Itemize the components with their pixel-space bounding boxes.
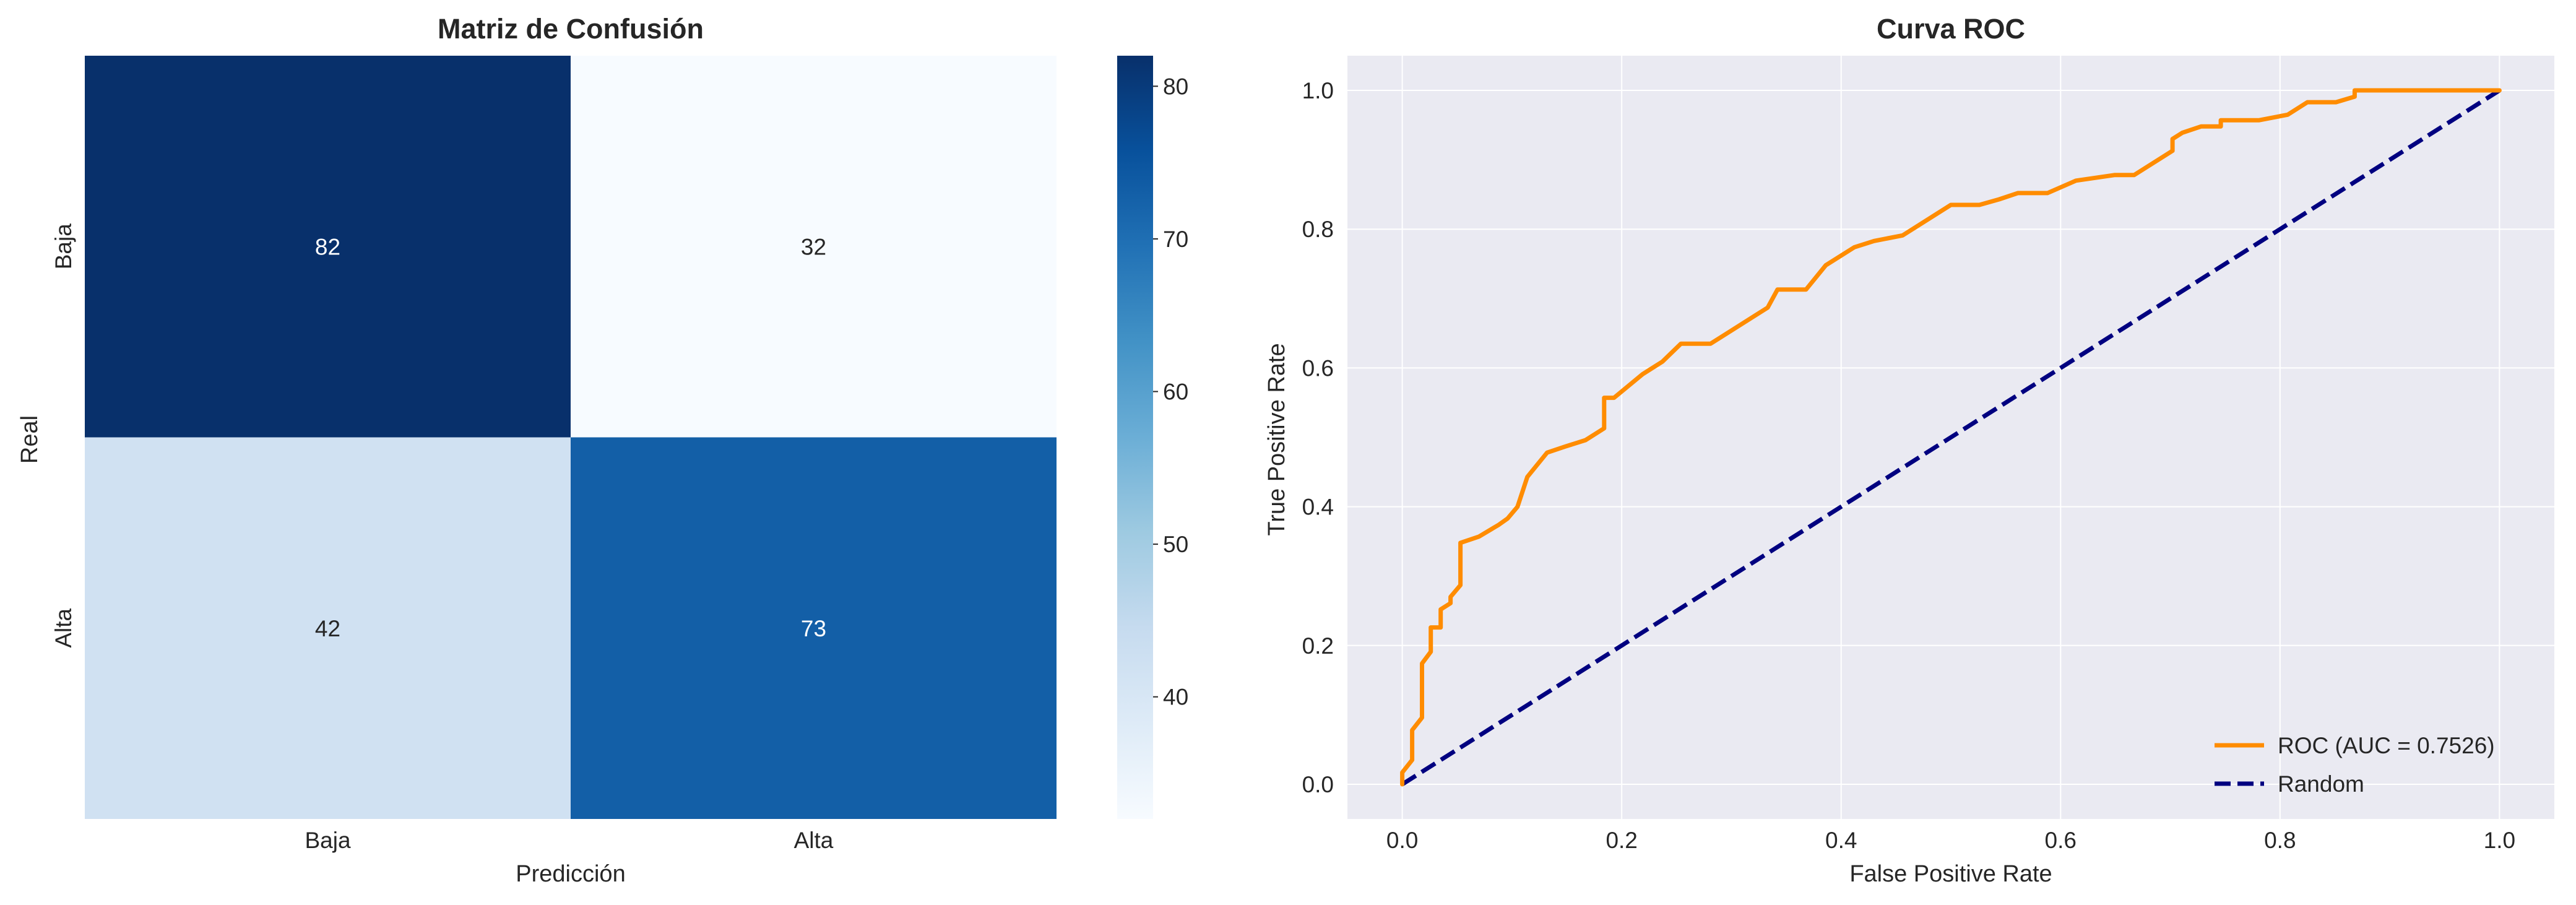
legend-label: Random bbox=[2278, 771, 2364, 797]
cm-cell-value: 82 bbox=[315, 234, 340, 259]
roc-legend: ROC (AUC = 0.7526) Random bbox=[2215, 733, 2495, 797]
colorbar-tick-label: 40 bbox=[1163, 685, 1188, 710]
roc-lines bbox=[1400, 88, 2502, 787]
cm-x-tick-label: Baja bbox=[305, 828, 350, 853]
roc-grid bbox=[1347, 56, 2554, 819]
confusion-matrix-panel: Matriz de Confusión 82 32 42 73 Baja Alta Ba… bbox=[17, 13, 1057, 887]
cm-cell bbox=[85, 437, 571, 819]
cm-y-tick-label: Baja bbox=[51, 223, 76, 269]
colorbar-tick-label: 70 bbox=[1163, 227, 1188, 252]
cm-cell-value: 73 bbox=[801, 616, 826, 641]
cm-cell bbox=[85, 56, 571, 438]
colorbar-tick-labels: 40 50 60 70 80 bbox=[1153, 74, 1188, 710]
roc-y-tick-label: 0.8 bbox=[1302, 217, 1334, 242]
roc-panel: Curva ROC 0.0 0.2 0.4 0.6 0.8 1.0 0.00.20.40.… bbox=[1264, 13, 2554, 887]
cm-x-axis-label: Predicción bbox=[516, 861, 625, 887]
roc-title: Curva ROC bbox=[1877, 13, 2025, 45]
colorbar-gradient bbox=[1117, 56, 1153, 819]
roc-x-tick-label: 1.0 bbox=[2484, 828, 2515, 853]
roc-x-tick-label: 0.8 bbox=[2264, 828, 2296, 853]
roc-x-tick-label: 0.6 bbox=[2045, 828, 2077, 853]
cm-cell bbox=[571, 437, 1057, 819]
random-baseline-line bbox=[1401, 89, 2501, 786]
roc-y-axis-label: True Positive Rate bbox=[1264, 343, 1290, 535]
legend-label: ROC (AUC = 0.7526) bbox=[2278, 733, 2495, 758]
colorbar-tick-label: 50 bbox=[1163, 532, 1188, 557]
cm-title: Matriz de Confusión bbox=[438, 13, 704, 45]
roc-x-tick-labels: 0.0 0.2 0.4 0.6 0.8 1.0 bbox=[1386, 828, 2515, 853]
roc-y-tick-label: 0.0 bbox=[1302, 772, 1334, 797]
cm-y-axis-label: Real bbox=[17, 415, 43, 464]
cm-cell-value: 42 bbox=[315, 616, 340, 641]
cm-x-tick-label: Alta bbox=[794, 828, 834, 853]
roc-y-tick-label: 1.0 bbox=[1302, 78, 1334, 103]
cm-y-tick-label: Alta bbox=[51, 608, 76, 647]
roc-x-tick-label: 0.2 bbox=[1606, 828, 1637, 853]
colorbar-tick-label: 60 bbox=[1163, 379, 1188, 405]
roc-y-tick-label: 0.6 bbox=[1302, 355, 1334, 381]
cm-x-tick-labels: Baja Alta bbox=[305, 828, 833, 853]
colorbar-tick-label: 80 bbox=[1163, 74, 1188, 99]
cm-cell-value: 32 bbox=[801, 234, 826, 259]
cm-cells: 82 32 42 73 bbox=[85, 56, 1057, 819]
roc-y-tick-labels: 0.0 0.2 0.4 0.6 0.8 1.0 bbox=[1302, 78, 1334, 797]
roc-x-tick-label: 0.0 bbox=[1386, 828, 1418, 853]
roc-y-tick-label: 0.2 bbox=[1302, 633, 1334, 659]
roc-x-axis-label: False Positive Rate bbox=[1849, 861, 2052, 887]
roc-curve-line bbox=[1400, 88, 2502, 787]
cm-y-tick-labels: Baja Alta bbox=[51, 223, 76, 648]
roc-x-tick-label: 0.4 bbox=[1825, 828, 1857, 853]
roc-y-tick-label: 0.4 bbox=[1302, 495, 1334, 520]
cm-cell bbox=[571, 56, 1057, 438]
colorbar: 40 50 60 70 80 bbox=[1117, 56, 1188, 819]
